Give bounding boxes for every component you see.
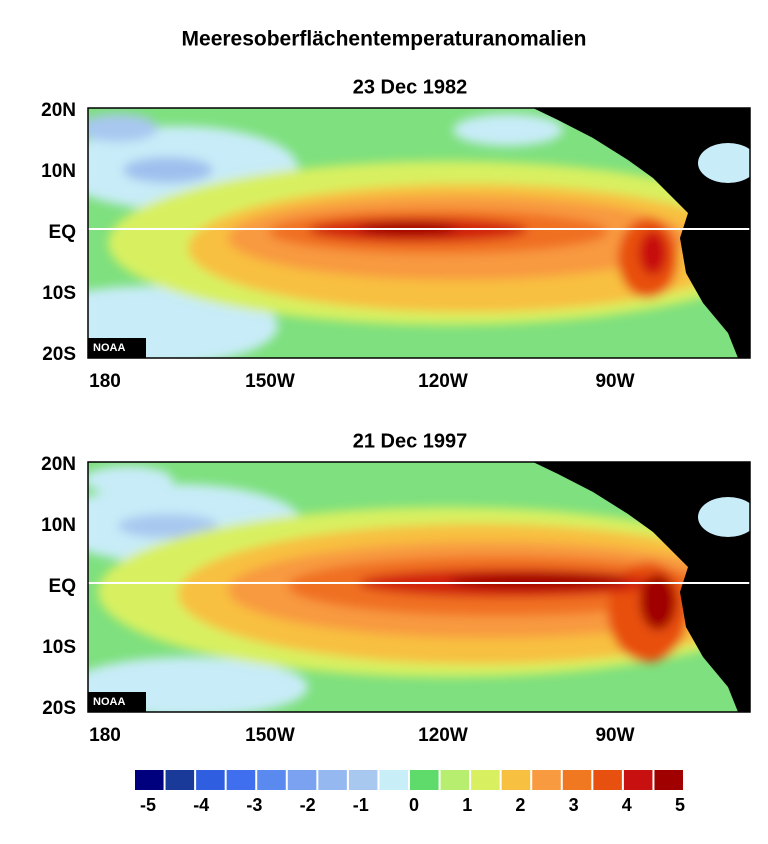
anomaly-region [453, 114, 563, 146]
y-label: 10S [42, 283, 76, 304]
colorbar-swatch [196, 770, 225, 790]
anomaly-region [88, 466, 173, 494]
y-label: 10N [41, 161, 76, 182]
x-label: 180 [89, 725, 121, 746]
anomaly-field [88, 466, 750, 712]
anomaly-field [88, 114, 750, 358]
colorbar-swatch [623, 770, 653, 790]
y-label: 20N [41, 100, 76, 121]
colorbar-tick-label: -2 [300, 795, 316, 815]
colorbar-swatch [226, 770, 256, 790]
anomaly-region [88, 114, 158, 142]
colorbar-tick-label: 4 [622, 795, 632, 815]
y-label: 20S [42, 698, 76, 719]
colorbar-tick-label: 3 [569, 795, 579, 815]
colorbar-swatch [165, 770, 195, 790]
y-label: 20N [41, 454, 76, 475]
anomaly-region [639, 231, 667, 275]
panel-title: 23 Dec 1982 [353, 76, 468, 98]
anomaly-region [123, 157, 213, 183]
colorbar-swatch [471, 770, 500, 790]
land [533, 108, 750, 358]
anomaly-region [640, 574, 676, 630]
watermark: NOAA [93, 342, 125, 354]
colorbar-tick-label: 2 [515, 795, 525, 815]
colorbar-tick-label: -5 [140, 795, 156, 815]
x-label: 120W [418, 725, 468, 746]
colorbar-tick-label: 0 [409, 795, 419, 815]
colorbar-swatch [257, 770, 286, 790]
y-label: EQ [49, 576, 76, 597]
x-label: 120W [418, 371, 468, 392]
colorbar-swatch [348, 770, 378, 790]
colorbar-swatch [287, 770, 317, 790]
colorbar-tick-label: -3 [246, 795, 262, 815]
colorbar-tick-label: 1 [462, 795, 472, 815]
x-label: 180 [89, 371, 121, 392]
colorbar-tick-label: -1 [353, 795, 369, 815]
y-label: EQ [49, 222, 76, 243]
colorbar-swatch [654, 770, 683, 790]
colorbar-swatch [318, 770, 347, 790]
colorbar-swatch [532, 770, 561, 790]
panel-title: 21 Dec 1997 [353, 430, 468, 452]
watermark-box [88, 692, 146, 712]
colorbar-swatch [593, 770, 622, 790]
x-label: 90W [595, 725, 634, 746]
land [533, 462, 750, 712]
x-label: 90W [595, 371, 634, 392]
anomaly-region [448, 573, 628, 589]
y-label: 10N [41, 515, 76, 536]
x-label: 150W [245, 725, 295, 746]
map-panel: NOAA [88, 108, 750, 358]
caribbean [698, 497, 750, 537]
colorbar-tick-label: 5 [675, 795, 685, 815]
y-label: 20S [42, 344, 76, 365]
watermark-box [88, 338, 146, 358]
watermark: NOAA [93, 696, 125, 708]
colorbar-swatch [410, 770, 439, 790]
anomaly-region [118, 514, 218, 538]
caribbean [698, 143, 750, 183]
panel-frame [87, 107, 751, 359]
panel-frame [87, 461, 751, 713]
y-label: 10S [42, 637, 76, 658]
colorbar-swatch [440, 770, 470, 790]
colorbar-swatch [379, 770, 408, 790]
x-label: 150W [245, 371, 295, 392]
figure-title: Meeresoberflächentemperaturanomalien [182, 28, 587, 51]
colorbar-swatch [501, 770, 531, 790]
colorbar-tick-label: -4 [193, 795, 209, 815]
colorbar-swatch [562, 770, 592, 790]
colorbar-swatch [135, 770, 164, 790]
map-panel: NOAA [88, 462, 750, 712]
